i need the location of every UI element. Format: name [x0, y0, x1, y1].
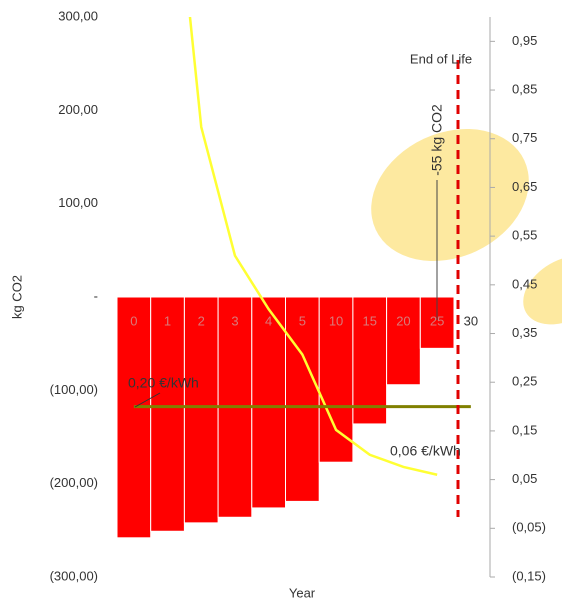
y2-tick-label: 0,35 [512, 325, 537, 340]
y2-tick-label: (0,05) [512, 520, 546, 535]
y2-tick-label: 0,55 [512, 228, 537, 243]
x-tick-label: 0 [130, 313, 137, 328]
bar [386, 296, 421, 386]
annotation-leader [134, 392, 161, 408]
bar [183, 296, 219, 524]
x-tick-label: 2 [198, 313, 205, 328]
annotation: End of Life [410, 51, 472, 66]
bar [285, 296, 320, 502]
y-tick-label: (100,00) [50, 382, 98, 397]
y-axis-label: kg CO2 [9, 275, 24, 319]
x-tick-label: 25 [430, 313, 444, 328]
y2-tick-label: 0,75 [512, 130, 537, 145]
x-tick-label: 4 [265, 313, 272, 328]
y-tick-label: (200,00) [50, 475, 98, 490]
bar [150, 296, 185, 532]
decor-blob [523, 255, 562, 325]
line-series [188, 17, 438, 476]
y-tick-label: 200,00 [58, 102, 98, 117]
bar [251, 296, 287, 509]
x-axis-label: Year [289, 585, 316, 600]
y2-tick-label: 0,05 [512, 471, 537, 486]
y-tick-label: 100,00 [58, 195, 98, 210]
x-tick-label: 10 [329, 313, 343, 328]
annotation: -55 kg CO2 [429, 104, 445, 176]
annotation: 0,06 €/kWh [390, 443, 461, 459]
y-tick-label: 300,00 [58, 8, 98, 23]
y-tick-label: (300,00) [50, 568, 98, 583]
y2-tick-label: 0,15 [512, 422, 537, 437]
y2-tick-label: (0,15) [512, 568, 546, 583]
y2-tick-label: 0,25 [512, 374, 537, 389]
bar [352, 296, 388, 425]
y-tick-label: - [94, 288, 98, 303]
y2-tick-label: 0,45 [512, 276, 537, 291]
bar [318, 296, 354, 463]
x-tick-label: 20 [396, 313, 410, 328]
annotation: 0,20 €/kWh [128, 375, 199, 391]
x-tick-label: 3 [231, 313, 238, 328]
plot-area: 0 1 2 3 4 5 10 15 20 25 30 [116, 17, 478, 539]
y2-tick-label: 0,65 [512, 179, 537, 194]
x-tick-label: 5 [299, 313, 306, 328]
x-tick-label: 1 [164, 313, 171, 328]
y2-tick-label: 0,95 [512, 33, 537, 48]
x-tick-label: 30 [464, 313, 478, 328]
decor-blob [371, 128, 529, 262]
x-tick-label: 15 [363, 313, 377, 328]
bar [116, 296, 152, 539]
y2-tick-label: 0,85 [512, 81, 537, 96]
